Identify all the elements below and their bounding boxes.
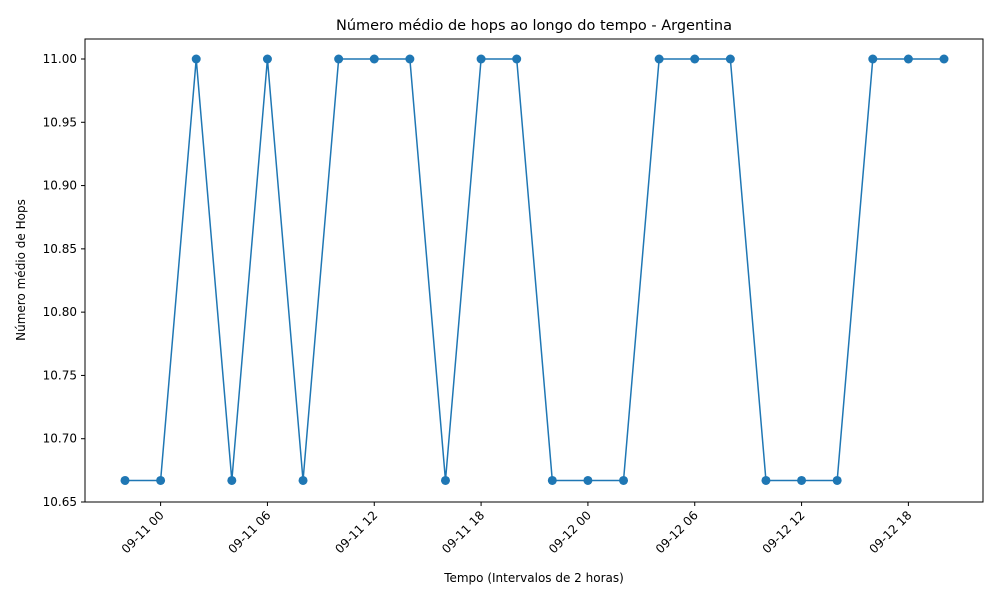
- data-point: [476, 54, 486, 64]
- plot-frame: [84, 38, 984, 503]
- data-point: [191, 54, 201, 64]
- chart-title: Número médio de hops ao longo do tempo -…: [336, 18, 732, 34]
- data-point: [583, 475, 593, 485]
- data-points: [120, 54, 949, 485]
- data-point: [797, 475, 807, 485]
- data-point: [156, 475, 166, 485]
- data-point: [903, 54, 913, 64]
- data-point: [298, 475, 308, 485]
- x-tick-label: 09-11 06: [226, 508, 274, 556]
- x-axis: 09-11 00 09-11 06 09-11 12 09-11 18 09-12 00…: [119, 502, 915, 556]
- data-point: [868, 54, 878, 64]
- x-tick-label: 09-12 12: [760, 508, 808, 556]
- x-tick-label: 09-11 00: [119, 508, 167, 556]
- data-point: [619, 475, 629, 485]
- data-point: [120, 475, 130, 485]
- y-axis: 10.65 10.70 10.75 10.80 10.85 10.90 10.95 11.00: [43, 52, 85, 509]
- y-tick-label: 10.70: [43, 432, 77, 446]
- x-tick-label: 09-12 18: [866, 508, 914, 556]
- data-point: [405, 54, 415, 64]
- x-tick-label: 09-11 18: [439, 508, 487, 556]
- y-tick-label: 10.85: [43, 242, 77, 256]
- data-point: [725, 54, 735, 64]
- data-point: [547, 475, 557, 485]
- data-point: [939, 54, 949, 64]
- data-point: [761, 475, 771, 485]
- data-point: [690, 54, 700, 64]
- y-tick-label: 11.00: [43, 52, 77, 66]
- x-tick-label: 09-11 12: [332, 508, 380, 556]
- data-point: [832, 475, 842, 485]
- y-tick-label: 10.95: [43, 115, 77, 129]
- data-point: [369, 54, 379, 64]
- y-tick-label: 10.65: [43, 495, 77, 509]
- y-tick-label: 10.90: [43, 179, 77, 193]
- data-point: [334, 54, 344, 64]
- x-axis-label: Tempo (Intervalos de 2 horas): [443, 571, 624, 585]
- y-tick-label: 10.75: [43, 368, 77, 382]
- data-point: [512, 54, 522, 64]
- data-point: [440, 475, 450, 485]
- data-point: [262, 54, 272, 64]
- series-line: [125, 58, 944, 482]
- x-tick-label: 09-12 06: [653, 508, 701, 556]
- x-tick-label: 09-12 00: [546, 508, 594, 556]
- y-axis-label: Número médio de Hops: [14, 199, 28, 341]
- data-point: [227, 475, 237, 485]
- data-point: [654, 54, 664, 64]
- y-tick-label: 10.80: [43, 305, 77, 319]
